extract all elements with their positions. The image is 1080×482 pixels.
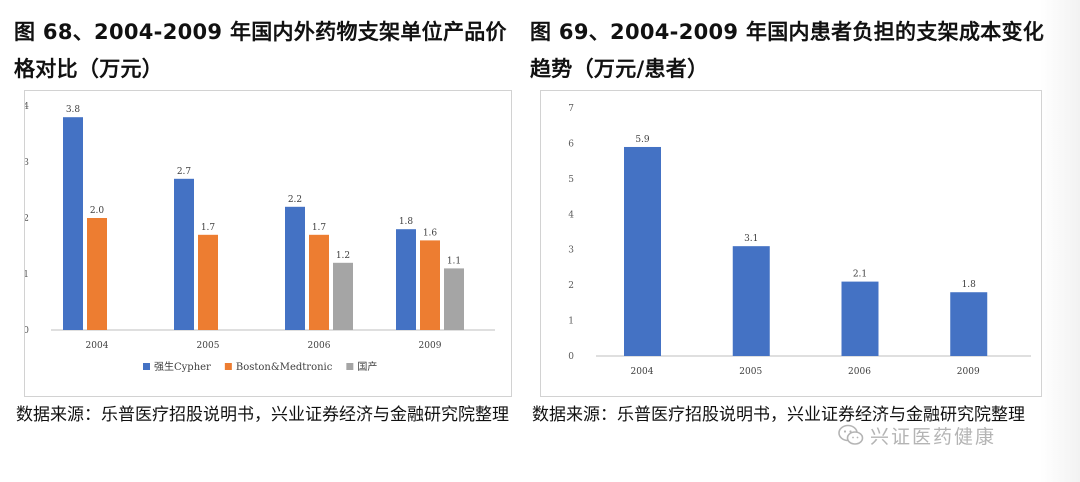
wechat-icon — [838, 424, 864, 445]
legend-swatch — [224, 363, 232, 370]
x-tick-label: 2006 — [848, 367, 871, 377]
y-tick-label: 3 — [25, 158, 29, 168]
data-label: 1.1 — [447, 256, 461, 266]
y-tick-label: 0 — [568, 352, 574, 362]
y-tick-label: 0 — [25, 326, 29, 336]
data-label: 1.8 — [962, 280, 977, 290]
data-label: 3.1 — [744, 234, 758, 244]
data-label: 1.6 — [423, 228, 438, 238]
figure-69-source: 数据来源：乐普医疗招股说明书，兴业证券经济与金融研究院整理 — [532, 405, 1025, 425]
y-tick-label: 2 — [25, 214, 29, 224]
figure-68-source: 数据来源：乐普医疗招股说明书，兴业证券经济与金融研究院整理 — [16, 405, 509, 425]
bar — [63, 117, 83, 330]
bar — [396, 229, 416, 330]
data-label: 1.8 — [399, 217, 414, 227]
data-label: 3.8 — [66, 105, 81, 115]
figure-69-title: 图 69、2004-2009 年国内患者负担的支架成本变化趋势（万元/患者） — [530, 20, 1045, 81]
watermark-text: 兴证医药健康 — [870, 425, 997, 448]
bar — [87, 218, 107, 330]
figure-68-panel: 图 68、2004-2009 年国内外药物支架单位产品价格对比（万元） 0 1 2 3… — [14, 0, 514, 425]
y-tick-label: 6 — [568, 139, 574, 149]
figure-69-chart: 0 1 2 3 4 5 6 7 5.9 3.1 2.1 1.8 2004 2005 2006 2009 — [540, 90, 1042, 397]
data-label: 5.9 — [635, 135, 650, 145]
legend-entry: Boston&Medtronic — [236, 362, 333, 373]
figure-69-panel: 图 69、2004-2009 年国内患者负担的支架成本变化趋势（万元/患者） 0… — [530, 0, 1050, 425]
x-tick-label: 2004 — [631, 367, 654, 377]
data-label: 2.7 — [177, 167, 192, 177]
data-label: 1.2 — [336, 251, 350, 261]
bar — [420, 240, 440, 330]
bar — [841, 281, 879, 356]
y-tick-label: 1 — [25, 270, 29, 280]
data-label: 2.2 — [288, 195, 302, 205]
bar — [333, 262, 353, 330]
legend-swatch — [346, 363, 354, 370]
x-tick-label: 2004 — [86, 341, 109, 351]
watermark: 兴证医药健康 — [838, 422, 996, 448]
patient-cost-chart: 0 1 2 3 4 5 6 7 5.9 3.1 2.1 1.8 2004 2005 2006 2009 — [568, 104, 1031, 377]
data-label: 2.1 — [853, 270, 867, 280]
legend-swatch — [143, 363, 150, 370]
bar — [285, 206, 305, 330]
data-label: 2.0 — [90, 206, 105, 216]
x-tick-label: 2009 — [419, 341, 442, 351]
bar — [198, 234, 218, 330]
bar — [444, 268, 464, 330]
y-tick-label: 1 — [568, 317, 574, 327]
legend-entry: 强生Cypher — [154, 360, 211, 373]
x-tick-label: 2005 — [197, 341, 220, 351]
bar — [309, 234, 329, 330]
x-tick-label: 2005 — [739, 367, 762, 377]
data-label: 1.7 — [201, 223, 216, 233]
y-tick-label: 7 — [568, 104, 574, 114]
x-tick-label: 2009 — [957, 367, 980, 377]
bar — [732, 246, 770, 356]
x-tick-label: 2006 — [308, 341, 331, 351]
data-label: 1.7 — [312, 223, 327, 233]
bar — [950, 292, 988, 356]
price-comparison-chart: 0 1 2 3 4 3.8 2.7 2.2 1.8 2.0 1.7 1.7 1.6 1.2 1.1 2004 2… — [25, 102, 495, 373]
legend-entry: 国产 — [357, 360, 377, 373]
bar — [174, 178, 194, 330]
y-tick-label: 4 — [568, 210, 574, 220]
y-tick-label: 2 — [568, 281, 574, 291]
right-edge-shadow — [1040, 0, 1080, 482]
y-tick-label: 4 — [25, 102, 29, 112]
figure-68-title: 图 68、2004-2009 年国内外药物支架单位产品价格对比（万元） — [14, 20, 507, 81]
bar — [624, 146, 661, 356]
figure-68-chart: 0 1 2 3 4 3.8 2.7 2.2 1.8 2.0 1.7 1.7 1.6 1.2 1.1 2004 2… — [24, 90, 512, 397]
y-tick-label: 3 — [568, 246, 574, 256]
y-tick-label: 5 — [568, 175, 574, 185]
